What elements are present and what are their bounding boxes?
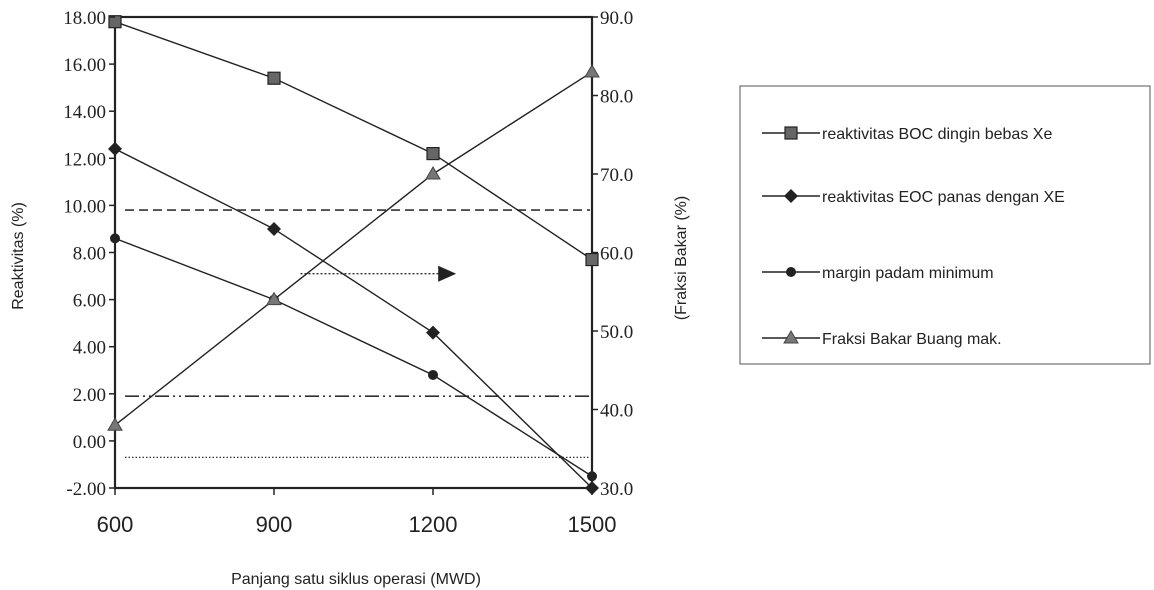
y-left-tick-label: 16.00	[63, 55, 106, 76]
y-left-tick-label: 18.00	[63, 8, 106, 29]
data-point-square	[267, 71, 281, 85]
y-left-tick-label: 12.00	[63, 149, 106, 170]
x-axis-title: Panjang satu siklus operasi (MWD)	[231, 571, 481, 588]
data-point-triangle	[107, 417, 123, 431]
y-right-tick-label: 70.0	[600, 165, 633, 186]
series-line-circle	[114, 237, 593, 477]
series-line-diamond	[114, 148, 593, 489]
y-left-tick-label: 6.00	[73, 291, 106, 312]
legend-label: reaktivitas EOC panas dengan XE	[822, 189, 1065, 206]
y-right-tick-label: 30.0	[600, 479, 633, 500]
reference-lines	[125, 209, 590, 458]
legend-marker-square	[784, 126, 798, 140]
x-tick-label: 1200	[409, 512, 458, 537]
data-point-diamond	[267, 221, 281, 236]
y-left-tick-label: 4.00	[73, 338, 106, 359]
data-point-circle	[587, 471, 597, 482]
x-tick-label: 1500	[568, 512, 617, 537]
data-point-square	[108, 15, 122, 29]
y-right-axis-title: (Fraksi Bakar (%)	[673, 196, 690, 320]
y-left-tick-label: 14.00	[63, 102, 106, 123]
data-point-square	[426, 146, 440, 161]
y-right-tick-label: 60.0	[600, 244, 633, 265]
series-layer	[107, 15, 600, 495]
legend-marker-diamond	[784, 189, 798, 203]
y-left-axis-title: Reaktivitas (%)	[10, 202, 27, 310]
data-point-diamond	[108, 141, 122, 156]
y-right-tick-label: 90.0	[600, 8, 633, 29]
data-point-triangle	[584, 63, 600, 78]
legend-label: Fraksi Bakar Buang mak.	[822, 331, 1002, 348]
x-tick-label: 900	[256, 512, 293, 537]
y-left-tick-label: -2.00	[66, 479, 106, 500]
data-point-circle	[110, 233, 120, 244]
y-left-tick-label: 10.00	[63, 196, 106, 217]
legend-label: reaktivitas BOC dingin bebas Xe	[822, 126, 1052, 143]
legend-marker-circle	[786, 267, 796, 277]
x-tick-label: 600	[97, 512, 134, 537]
legend-marker-triangle	[783, 330, 799, 344]
data-point-triangle	[425, 166, 441, 180]
data-point-square	[585, 252, 599, 267]
y-right-tick-label: 50.0	[600, 322, 633, 343]
y-left-tick-label: 0.00	[73, 432, 106, 453]
legend: reaktivitas BOC dingin bebas Xe reaktivit…	[739, 85, 1151, 365]
y-right-tick-label: 40.0	[600, 401, 633, 422]
y-right-tick-label: 80.0	[600, 87, 633, 108]
data-point-circle	[428, 369, 438, 380]
annotation-arrow-head	[438, 265, 457, 282]
y-left-tick-label: 2.00	[73, 385, 106, 406]
y-left-tick-label: 8.00	[73, 244, 106, 265]
axes: 600 900 1200 1500 18.00 16.00 14.00 12.00 10.00 8…	[63, 8, 633, 537]
legend-label: margin padam minimum	[822, 265, 994, 282]
data-point-triangle	[266, 291, 282, 306]
series-line-triangle	[114, 71, 593, 426]
data-point-diamond	[426, 325, 440, 340]
series-line-square	[114, 21, 593, 261]
